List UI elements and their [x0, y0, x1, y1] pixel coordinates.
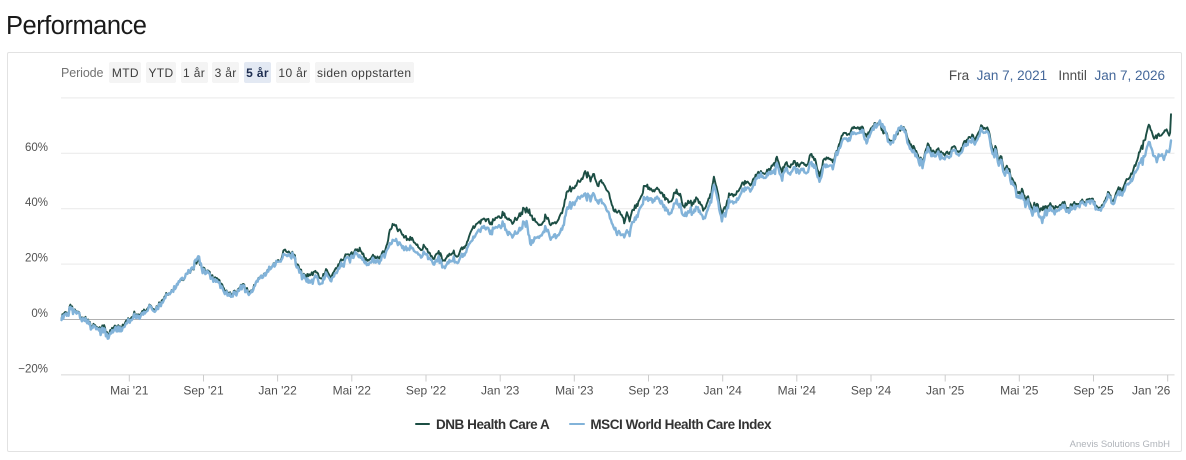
- svg-text:Sep '23: Sep '23: [628, 384, 669, 398]
- svg-text:Mai '22: Mai '22: [333, 384, 372, 398]
- svg-text:Jan '22: Jan '22: [258, 384, 297, 398]
- svg-text:Sep '22: Sep '22: [406, 384, 447, 398]
- svg-text:Jan '24: Jan '24: [704, 384, 743, 398]
- svg-text:40%: 40%: [25, 197, 48, 209]
- svg-text:−20%: −20%: [18, 363, 48, 375]
- svg-text:Jan '25: Jan '25: [926, 384, 965, 398]
- svg-text:20%: 20%: [25, 253, 48, 265]
- svg-text:Jan '23: Jan '23: [481, 384, 520, 398]
- svg-text:Sep '25: Sep '25: [1073, 384, 1114, 398]
- svg-text:Mai '24: Mai '24: [778, 384, 817, 398]
- svg-text:0%: 0%: [31, 308, 48, 320]
- svg-text:60%: 60%: [25, 142, 48, 154]
- svg-text:Mai '25: Mai '25: [1000, 384, 1039, 398]
- svg-text:Mai '23: Mai '23: [555, 384, 594, 398]
- svg-text:Jan '26: Jan '26: [1132, 384, 1171, 398]
- svg-text:Mai '21: Mai '21: [110, 384, 149, 398]
- svg-text:Sep '21: Sep '21: [183, 384, 224, 398]
- svg-text:Sep '24: Sep '24: [851, 384, 892, 398]
